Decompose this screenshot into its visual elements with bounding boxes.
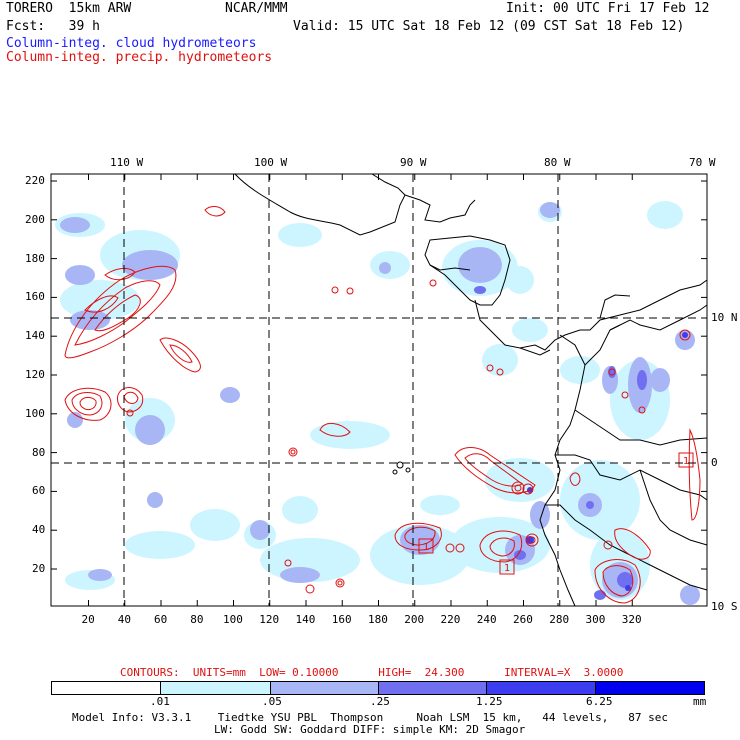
axis-ticks: [51, 174, 707, 606]
x-tick-label: 220: [440, 613, 461, 626]
x-tick-label: 40: [117, 613, 131, 626]
colorbar-segment: [378, 681, 487, 695]
x-tick-label: 140: [295, 613, 316, 626]
colorbar-label-0: .01: [150, 695, 170, 708]
y-tick-label: 140: [25, 329, 45, 343]
svg-text:1: 1: [504, 563, 510, 574]
svg-text:1: 1: [423, 542, 429, 553]
precip-contours: [64, 206, 701, 604]
colorbar-segment: [486, 681, 596, 695]
colorbar-segment: [51, 681, 161, 695]
valid-time: Valid: 15 UTC Sat 18 Feb 12 (09 CST Sat …: [293, 19, 685, 34]
y-tick-label: 60: [32, 484, 46, 498]
y-tick-label: 220: [25, 174, 45, 187]
colorbar-label-4: 6.25: [586, 695, 613, 708]
x-tick-label: 240: [476, 613, 497, 626]
organization-label: NCAR/MMM: [225, 1, 288, 16]
x-tick-label: 100: [223, 613, 243, 626]
x-tick-label: 20: [81, 613, 95, 626]
lon-label-80w: 80 W: [544, 156, 571, 169]
contour-label-text: 1 1 1: [423, 456, 689, 574]
cloud-dark-fill: [474, 286, 647, 600]
lon-label-100w: 100 W: [254, 156, 288, 169]
lon-label-90w: 90 W: [400, 156, 427, 169]
x-tick-label: 320: [621, 613, 642, 626]
y-tick-label: 80: [32, 445, 46, 459]
x-tick-label: 80: [190, 613, 204, 626]
y-tick-label: 120: [25, 368, 45, 381]
lon-label-70w: 70 W: [689, 156, 716, 169]
x-tick-label: 300: [585, 613, 606, 626]
x-tick-label: 260: [513, 613, 533, 626]
x-tick-label: 120: [259, 613, 280, 626]
colorbar-segment: [595, 681, 705, 695]
coastlines: [234, 173, 708, 607]
x-tick-label: 60: [154, 613, 168, 626]
lat-label-0: 0: [711, 456, 718, 469]
y-tick-label: 20: [32, 562, 46, 575]
x-tick-label: 180: [368, 613, 388, 626]
svg-text:1: 1: [683, 456, 689, 467]
x-tick-label: 280: [549, 613, 570, 626]
lat-label-10s: 10 S: [711, 600, 738, 613]
lat-label-10n: 10 N: [711, 311, 738, 324]
model-info-line1: Model Info: V3.3.1 Tiedtke YSU PBL Thomp…: [72, 711, 669, 724]
y-tick-label: 160: [25, 290, 45, 304]
colorbar-label-2: .25: [370, 695, 390, 708]
y-tick-label: 180: [25, 251, 45, 265]
contour-label-boxes: [418, 452, 694, 575]
colorbar-segment: [270, 681, 379, 695]
x-tick-label: 160: [331, 613, 352, 626]
lon-label-110w: 110 W: [110, 156, 144, 169]
cloud-heavy-fill: [526, 332, 688, 591]
cloud-legend: Column-integ. cloud hydrometeors: [6, 36, 257, 51]
y-tick-label: 200: [25, 212, 45, 226]
contours-info: CONTOURS: UNITS=mm LOW= 0.10000 HIGH= 24…: [120, 666, 624, 679]
x-tick-label: 200: [404, 613, 425, 626]
colorbar-label-3: 1.25: [476, 695, 503, 708]
forecast-hour: Fcst: 39 h: [6, 19, 100, 34]
colorbar-segment: [160, 681, 271, 695]
colorbar-unit: mm: [693, 695, 707, 708]
lat-lon-grid: [51, 174, 707, 606]
y-tick-label: 100: [25, 406, 45, 420]
init-time: Init: 00 UTC Fri 17 Feb 12: [506, 1, 710, 16]
model-info-line2: LW: Godd SW: Goddard DIFF: simple KM: 2D…: [214, 723, 526, 736]
colorbar-label-1: .05: [262, 695, 282, 708]
model-title: TORERO 15km ARW: [6, 1, 132, 16]
precip-legend: Column-integ. precip. hydrometeors: [6, 50, 273, 65]
y-tick-label: 40: [32, 523, 46, 537]
